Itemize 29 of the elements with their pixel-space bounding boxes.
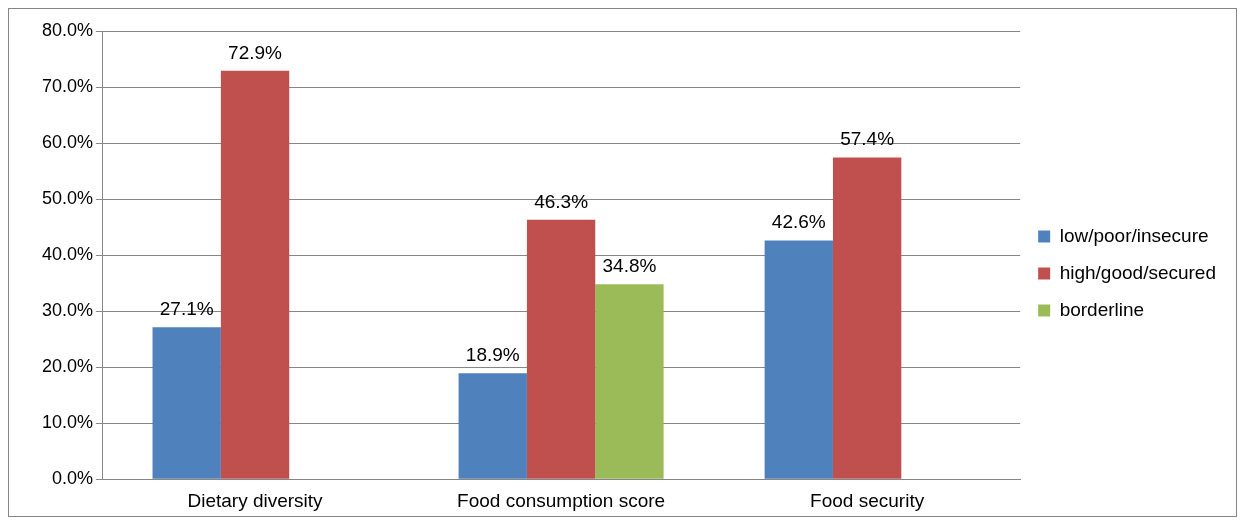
y-tick-label: 50.0% <box>41 188 94 209</box>
y-tick-label: 80.0% <box>41 19 94 40</box>
y-tick-label: 20.0% <box>41 356 94 377</box>
bar <box>152 327 221 479</box>
bar <box>832 157 902 479</box>
bar <box>764 240 833 479</box>
data-label: 34.8% <box>602 254 657 276</box>
bar <box>526 219 596 479</box>
bar <box>458 373 527 479</box>
data-label: 72.9% <box>228 41 283 63</box>
legend-label: low/poor/insecure <box>1059 224 1209 246</box>
y-tick-label: 70.0% <box>41 75 94 96</box>
x-tick-label: Food security <box>810 489 925 511</box>
legend-label: high/good/secured <box>1059 261 1216 283</box>
x-tick-label: Dietary diversity <box>187 489 324 511</box>
y-tick-label: 30.0% <box>41 300 94 321</box>
y-tick-label: 40.0% <box>41 244 94 265</box>
x-tick-label: Food consumption score <box>457 489 666 511</box>
bar <box>220 70 290 479</box>
legend-label: borderline <box>1059 298 1145 320</box>
data-label: 46.3% <box>534 190 589 212</box>
data-label: 42.6% <box>771 211 826 233</box>
y-tick-label: 60.0% <box>41 132 94 153</box>
y-tick-label: 0.0% <box>52 468 94 489</box>
data-label: 27.1% <box>159 298 214 320</box>
data-label: 18.9% <box>465 344 520 366</box>
data-label: 57.4% <box>840 128 895 150</box>
bar <box>595 284 664 479</box>
y-tick-label: 10.0% <box>41 412 94 433</box>
